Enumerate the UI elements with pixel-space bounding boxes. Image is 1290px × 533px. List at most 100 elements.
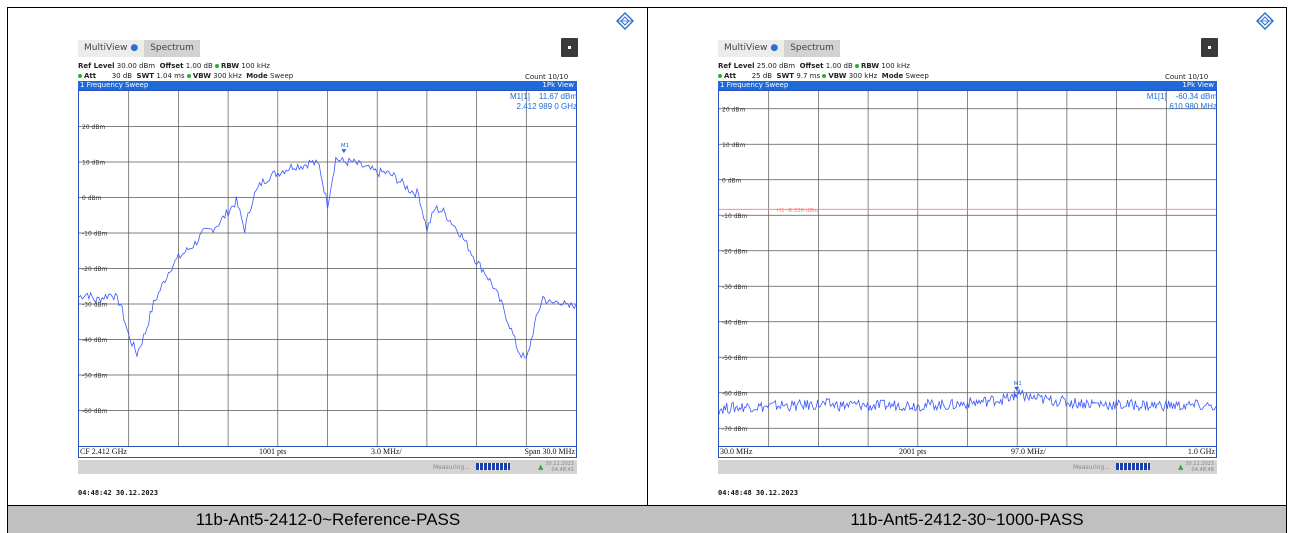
y-tick-label: -40 dBm	[722, 319, 748, 326]
mode-value: Sweep	[269, 72, 294, 80]
att-value: 30 dB	[111, 72, 133, 80]
settings-line-1: Ref Level 30.00 dBm Offset 1.00 dB RBW 1…	[78, 62, 270, 70]
limit-line-label: H1 -8.330 dBm	[777, 208, 818, 214]
tab-multiview[interactable]: MultiView ●	[78, 40, 145, 57]
rbw-indicator-icon	[855, 63, 859, 68]
vbw-indicator-icon	[186, 73, 191, 78]
footer-start: CF 2.412 GHz	[80, 447, 127, 456]
y-tick-label: -30 dBm	[82, 302, 108, 309]
marker-triangle-icon[interactable]	[341, 149, 347, 154]
progress-indicator	[1116, 463, 1150, 470]
marker-frequency: 2.412 989 0 GHz	[516, 102, 577, 111]
offset-label: Offset	[159, 62, 184, 70]
status-date: 30.12.2023	[545, 461, 574, 467]
offset-label: Offset	[799, 62, 824, 70]
tab-close-icon[interactable]: ●	[130, 43, 139, 53]
ref-level-value: 30.00 dBm	[116, 62, 156, 70]
vbw-indicator-icon	[822, 73, 827, 78]
capture-timestamp: 04:48:42 30.12.2023	[78, 489, 159, 497]
marker-readout: M1[1] -60.34 dBm 610.980 MHz	[1147, 92, 1217, 112]
sweep-count: Count 10/10	[525, 73, 569, 81]
y-tick-label: -10 dBm	[82, 231, 108, 238]
status-time: 04:48:48	[1191, 467, 1214, 473]
rbw-indicator-icon	[215, 63, 219, 68]
rbw-label: RBW	[861, 62, 880, 70]
status-bar: Measuring... ▲ 30.12.2023 04:48:41	[78, 460, 577, 474]
mode-label: Mode	[881, 72, 904, 80]
table-border-center	[647, 7, 648, 533]
tab-spectrum-label: Spectrum	[790, 43, 834, 53]
vbw-label: VBW	[192, 72, 211, 80]
caption-left: 11b-Ant5-2412-0~Reference-PASS	[8, 506, 648, 533]
status-time: 04:48:41	[551, 467, 574, 473]
y-tick-label: 20 dBm	[722, 106, 745, 113]
y-tick-label: -20 dBm	[722, 248, 748, 255]
tab-spectrum-label: Spectrum	[150, 43, 194, 53]
sweep-footer: CF 2.412 GHz 1001 pts 3.0 MHz/ Span 30.0…	[78, 447, 577, 458]
marker-label: M1	[1014, 381, 1022, 387]
offset-value: 1.00 dB	[185, 62, 213, 70]
analyzer-panel-right: MultiView ● Spectrum Ref Level 25.00 dBm …	[648, 8, 1288, 505]
swt-label: SWT	[776, 72, 795, 80]
view-label: 1Pk View	[1182, 81, 1214, 89]
y-tick-label: 10 dBm	[82, 160, 105, 167]
tab-spectrum[interactable]: Spectrum	[784, 40, 840, 57]
status-text: Measuring...	[433, 464, 470, 471]
swt-label: SWT	[136, 72, 155, 80]
tab-close-icon[interactable]: ●	[770, 43, 779, 53]
analyzer-panel-left: MultiView ● Spectrum Ref Level 30.00 dBm …	[8, 8, 648, 505]
window-menu-button[interactable]	[561, 38, 578, 57]
y-tick-label: -50 dBm	[82, 373, 108, 380]
tab-bar: MultiView ● Spectrum	[78, 40, 200, 57]
progress-indicator	[476, 463, 510, 470]
footer-points: 2001 pts	[899, 447, 927, 456]
tab-multiview-label: MultiView	[84, 43, 128, 53]
y-tick-label: 0 dBm	[82, 195, 102, 202]
spectrum-plot[interactable]: 20 dBm 10 dBm 0 dBm -10 dBm -20 dBm -30 dBm -4…	[718, 90, 1217, 447]
status-date: 30.12.2023	[1185, 461, 1214, 467]
status-bar: Measuring... ▲ 30.12.2023 04:48:48	[718, 460, 1217, 474]
window-title: 1 Frequency Sweep	[720, 81, 789, 89]
marker-name: M1[1]	[1146, 92, 1167, 101]
ref-level-value: 25.00 dBm	[756, 62, 796, 70]
window-title-bar: 1 Frequency Sweep 1Pk View	[78, 81, 577, 90]
marker-level: 11.67 dBm	[538, 92, 577, 101]
att-indicator-icon	[78, 73, 82, 78]
vbw-label: VBW	[828, 72, 847, 80]
att-label: Att	[724, 72, 737, 80]
y-tick-label: 20 dBm	[82, 124, 105, 131]
status-text: Measuring...	[1073, 464, 1110, 471]
y-tick-label: 10 dBm	[722, 142, 745, 149]
rbw-value: 100 kHz	[241, 62, 270, 70]
rs-logo-icon	[616, 12, 634, 30]
marker-frequency: 610.980 MHz	[1169, 102, 1217, 111]
y-tick-label: -20 dBm	[82, 266, 108, 273]
y-tick-label: -10 dBm	[722, 213, 748, 220]
rbw-value: 100 kHz	[881, 62, 910, 70]
rs-logo-icon	[1256, 12, 1274, 30]
tab-spectrum[interactable]: Spectrum	[144, 40, 200, 57]
table-border-right	[1286, 7, 1287, 533]
y-tick-label: 0 dBm	[722, 177, 742, 184]
spectrum-plot[interactable]: 20 dBm 10 dBm 0 dBm -10 dBm -20 dBm -30 dBm -4…	[78, 90, 577, 447]
mode-label: Mode	[246, 72, 268, 80]
marker-name: M1[1]	[509, 92, 530, 101]
marker-triangle-icon[interactable]	[1014, 386, 1020, 391]
settings-line-2: Att 25 dB SWT 9.7 ms VBW 300 kHz Mode Sw…	[718, 72, 929, 80]
window-title: 1 Frequency Sweep	[80, 81, 149, 89]
y-tick-label: -30 dBm	[722, 284, 748, 291]
y-tick-label: -40 dBm	[82, 337, 108, 344]
mode-value: Sweep	[905, 72, 929, 80]
capture-timestamp: 04:48:48 30.12.2023	[718, 489, 799, 497]
sweep-count: Count 10/10	[1165, 73, 1209, 81]
y-tick-label: -70 dBm	[722, 426, 748, 433]
marker-readout: M1[1] 11.67 dBm 2.412 989 0 GHz	[510, 92, 577, 112]
window-menu-button[interactable]	[1201, 38, 1218, 57]
trace-line	[719, 389, 1216, 415]
rbw-label: RBW	[221, 62, 240, 70]
marker-label: M1	[341, 143, 349, 149]
tab-multiview[interactable]: MultiView ●	[718, 40, 785, 57]
att-value: 25 dB	[751, 72, 773, 80]
caption-right: 11b-Ant5-2412-30~1000-PASS	[648, 506, 1286, 533]
view-label: 1Pk View	[542, 81, 574, 89]
